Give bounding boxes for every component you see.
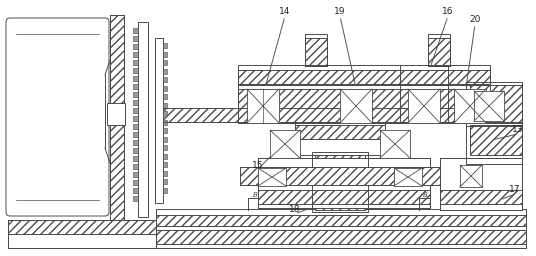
Bar [133,196,138,201]
Bar [238,70,448,84]
Bar [474,91,504,121]
Bar [163,170,167,176]
Text: B: B [252,192,257,198]
Bar [408,89,440,123]
Bar [133,156,138,161]
Bar [163,154,167,158]
Bar [133,148,138,153]
Bar [163,102,167,108]
Bar [133,124,138,129]
Bar [133,132,138,137]
Bar [8,220,156,248]
Bar [454,89,486,123]
Text: 13: 13 [512,125,524,134]
Text: 15: 15 [252,161,264,169]
Bar [133,68,138,73]
Bar [258,190,430,204]
Bar [133,180,138,185]
Bar [400,70,490,84]
Bar [312,152,368,212]
Bar [394,168,422,186]
Bar [133,116,138,121]
Bar [258,168,286,186]
Bar [156,215,526,226]
Bar [163,128,167,133]
Text: 20: 20 [470,16,481,25]
Bar [133,36,138,41]
Bar [133,44,138,49]
Bar [163,187,167,193]
Text: 19: 19 [334,7,346,16]
Bar [270,130,300,158]
Bar [163,120,167,124]
Bar [295,123,385,155]
FancyBboxPatch shape [6,18,109,216]
Bar [258,158,430,208]
Bar [133,84,138,89]
Bar [8,220,156,234]
Bar [428,34,450,66]
Bar [133,76,138,81]
Bar [315,155,365,210]
Bar [440,158,522,210]
Bar [238,85,448,123]
Bar [163,145,167,150]
Bar [238,65,448,84]
Bar [133,28,138,33]
Bar [133,52,138,57]
Bar [247,89,279,123]
Bar [156,226,526,248]
Bar [133,172,138,177]
Bar [466,122,522,164]
Bar [400,65,490,84]
Bar [240,167,440,185]
Bar [400,85,490,123]
Bar [340,89,372,123]
Bar [133,100,138,105]
Text: 14: 14 [279,7,291,16]
Text: 18: 18 [289,206,301,215]
Bar [428,38,450,66]
Bar [163,51,167,57]
Bar [110,15,124,220]
Bar [238,89,448,123]
Bar [163,162,167,167]
Bar [163,179,167,184]
Text: B: B [422,192,427,198]
Bar [110,15,124,220]
Bar [305,34,327,66]
Bar [163,43,167,48]
Bar [380,130,410,158]
Bar [163,69,167,73]
Bar [295,125,385,139]
Bar [163,94,167,99]
Bar [163,108,493,122]
Bar [107,103,125,125]
Bar [466,82,522,126]
Bar [305,38,327,66]
Bar [163,111,167,116]
Text: 16: 16 [442,7,454,16]
Bar [163,60,167,65]
Bar [156,230,526,244]
Bar [470,125,522,155]
Bar [460,165,482,187]
Bar [470,85,522,123]
Bar [163,86,167,91]
Bar [133,108,138,113]
Bar [133,188,138,193]
Bar [138,22,148,217]
Bar [440,190,522,204]
Bar [133,164,138,169]
Bar [155,38,163,203]
Bar [133,140,138,145]
Bar [400,89,490,123]
Bar [133,60,138,65]
Bar [156,209,526,226]
Bar [133,92,138,97]
Bar [163,77,167,82]
Bar [163,136,167,142]
Text: 17: 17 [509,186,521,195]
